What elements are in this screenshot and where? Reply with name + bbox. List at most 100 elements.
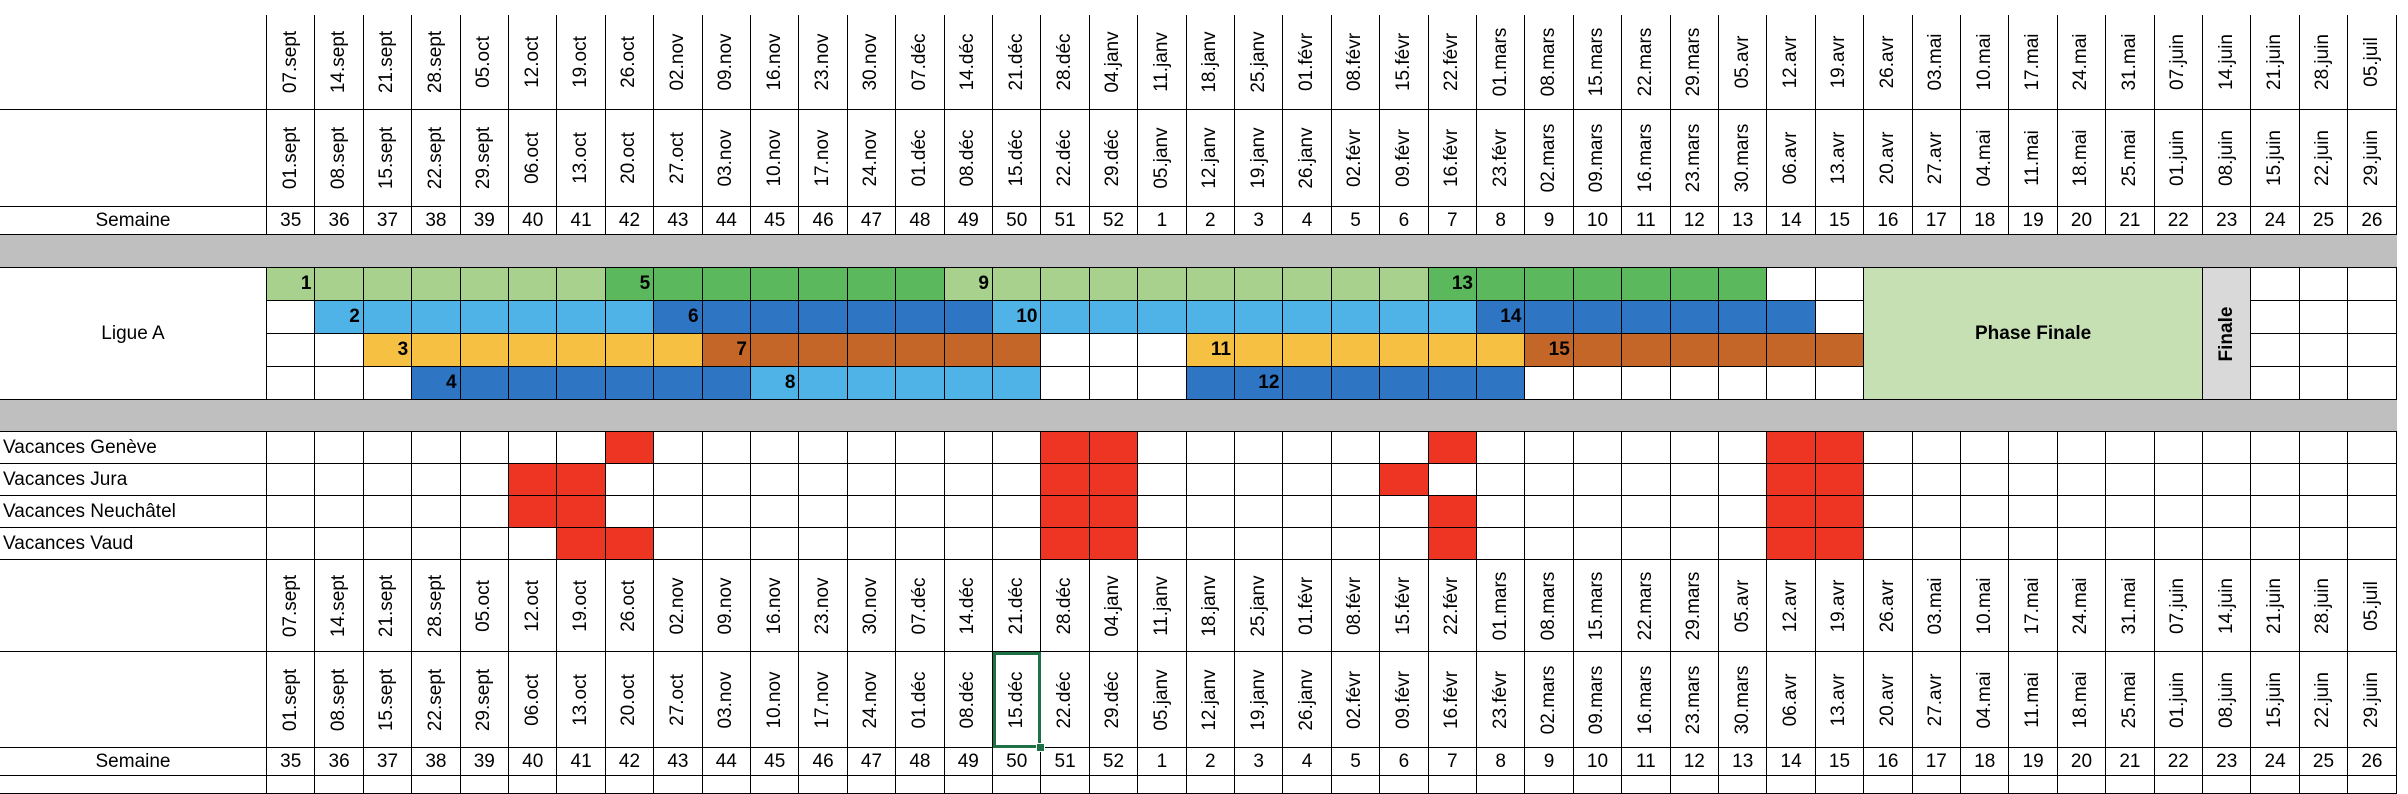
league-round-cell[interactable] — [1477, 334, 1526, 367]
bottom-header-start-date-cell[interactable]: 12.janv — [1186, 652, 1235, 748]
bottom-header-end-date-cell[interactable]: 25.janv — [1235, 560, 1284, 652]
week-cell[interactable] — [509, 528, 558, 560]
league-round-cell[interactable] — [1767, 367, 1816, 400]
week-cell[interactable] — [896, 528, 945, 560]
top-header-end-date-cell[interactable]: 02.nov — [654, 15, 703, 110]
row-cell[interactable] — [1912, 776, 1961, 794]
bottom-header-end-date-cell[interactable]: 02.nov — [654, 560, 703, 652]
week-cell[interactable] — [2299, 464, 2349, 496]
bottom-header-end-date-cell[interactable]: 05.juil — [2348, 560, 2397, 652]
top-header-start-date-cell[interactable]: 20.avr — [1864, 110, 1913, 207]
top-header-week-cell[interactable]: 35 — [267, 207, 316, 235]
top-header-label-cell-top[interactable] — [0, 15, 267, 110]
week-cell[interactable] — [315, 432, 364, 464]
week-cell[interactable] — [2348, 432, 2397, 464]
week-cell[interactable] — [799, 464, 848, 496]
top-header-start-date-cell[interactable]: 25.mai — [2106, 110, 2155, 207]
league-round-cell[interactable] — [1428, 334, 1477, 367]
bottom-header-start-date-cell[interactable]: 30.mars — [1719, 652, 1768, 748]
top-header-week-cell[interactable]: 16 — [1864, 207, 1913, 235]
league-round-cell[interactable] — [944, 301, 993, 334]
bottom-header-week-cell[interactable]: 20 — [2057, 748, 2107, 776]
holiday-label-cell[interactable]: Vacances Jura — [0, 464, 267, 496]
week-cell[interactable] — [2057, 496, 2107, 528]
bottom-header-end-date-cell[interactable]: 31.mai — [2106, 560, 2155, 652]
league-round-cell[interactable] — [1138, 301, 1187, 334]
top-header-week-cell[interactable]: 36 — [315, 207, 364, 235]
league-round-cell[interactable] — [1719, 367, 1768, 400]
league-round-cell[interactable] — [1573, 268, 1623, 301]
row-cell[interactable] — [1961, 776, 2010, 794]
league-round-cell[interactable] — [460, 268, 509, 301]
top-header-week-cell[interactable]: 8 — [1477, 207, 1526, 235]
week-cell[interactable] — [2251, 528, 2300, 560]
top-header-start-date-cell[interactable]: 15.sept — [363, 110, 413, 207]
week-cell[interactable] — [1864, 464, 1913, 496]
top-header-end-date-cell[interactable]: 25.janv — [1235, 15, 1284, 110]
week-cell[interactable] — [460, 432, 509, 464]
week-cell[interactable] — [412, 496, 461, 528]
week-cell[interactable] — [1283, 528, 1332, 560]
league-round-cell[interactable] — [1767, 301, 1816, 334]
row-cell[interactable] — [605, 776, 655, 794]
league-round-cell[interactable] — [460, 367, 509, 400]
top-header-week-label-cell[interactable]: Semaine — [0, 207, 267, 235]
top-header-start-date-cell[interactable]: 05.janv — [1138, 110, 1187, 207]
top-header-start-date-cell[interactable]: 03.nov — [702, 110, 751, 207]
week-cell[interactable] — [993, 464, 1042, 496]
week-cell[interactable] — [751, 432, 800, 464]
top-header-week-cell[interactable]: 47 — [847, 207, 897, 235]
week-cell[interactable] — [1477, 528, 1526, 560]
league-round-cell[interactable] — [1283, 334, 1332, 367]
top-header-start-date-cell[interactable]: 23.mars — [1670, 110, 1719, 207]
league-round-cell[interactable] — [509, 334, 558, 367]
holiday-week-cell[interactable] — [1089, 528, 1139, 560]
week-cell[interactable] — [1719, 432, 1768, 464]
week-cell[interactable] — [2251, 464, 2300, 496]
top-header-start-date-cell[interactable]: 15.juin — [2251, 110, 2300, 207]
week-cell[interactable] — [1719, 464, 1768, 496]
league-round-cell[interactable] — [751, 334, 800, 367]
row-cell[interactable] — [1380, 776, 1429, 794]
week-cell[interactable] — [944, 496, 993, 528]
row-cell[interactable] — [1331, 776, 1381, 794]
bottom-header-start-date-cell[interactable]: 02.févr — [1331, 652, 1381, 748]
week-cell[interactable] — [1622, 432, 1671, 464]
bottom-header-start-date-cell[interactable]: 13.oct — [557, 652, 606, 748]
top-header-start-date-cell[interactable]: 29.juin — [2348, 110, 2397, 207]
week-cell[interactable] — [509, 432, 558, 464]
league-round-cell[interactable]: 6 — [654, 301, 703, 334]
top-header-week-cell[interactable]: 49 — [944, 207, 993, 235]
top-header-end-date-cell[interactable]: 30.nov — [847, 15, 897, 110]
bottom-header-start-date-cell[interactable]: 10.nov — [751, 652, 800, 748]
row-cell[interactable] — [1864, 776, 1913, 794]
league-round-cell[interactable] — [1089, 367, 1139, 400]
bottom-header-label-cell-mid[interactable] — [0, 652, 267, 748]
bottom-header-start-date-cell[interactable]: 27.oct — [654, 652, 703, 748]
week-cell[interactable] — [1331, 528, 1381, 560]
week-cell[interactable] — [412, 432, 461, 464]
league-round-cell[interactable]: 13 — [1428, 268, 1477, 301]
week-cell[interactable] — [847, 464, 897, 496]
league-round-cell[interactable] — [1719, 301, 1768, 334]
row-cell[interactable] — [1283, 776, 1332, 794]
league-round-cell[interactable]: 14 — [1477, 301, 1526, 334]
bottom-header-start-date-cell[interactable]: 01.juin — [2154, 652, 2203, 748]
bottom-header-end-date-cell[interactable]: 04.janv — [1089, 560, 1139, 652]
bottom-header-week-cell[interactable]: 22 — [2154, 748, 2203, 776]
league-round-cell[interactable] — [1670, 301, 1719, 334]
bottom-header-start-date-cell[interactable]: 27.avr — [1912, 652, 1961, 748]
row-cell[interactable] — [944, 776, 993, 794]
holiday-week-cell[interactable] — [1089, 464, 1139, 496]
week-cell[interactable] — [1331, 432, 1381, 464]
week-cell[interactable] — [1912, 528, 1961, 560]
week-cell[interactable] — [896, 464, 945, 496]
bottom-header-end-date-cell[interactable]: 07.déc — [896, 560, 945, 652]
league-round-cell[interactable] — [799, 334, 848, 367]
league-round-cell[interactable] — [702, 268, 751, 301]
league-round-cell[interactable] — [1380, 367, 1429, 400]
week-cell[interactable] — [1864, 432, 1913, 464]
row-cell[interactable] — [751, 776, 800, 794]
week-cell[interactable] — [2299, 496, 2349, 528]
bottom-header-week-cell[interactable]: 42 — [605, 748, 655, 776]
